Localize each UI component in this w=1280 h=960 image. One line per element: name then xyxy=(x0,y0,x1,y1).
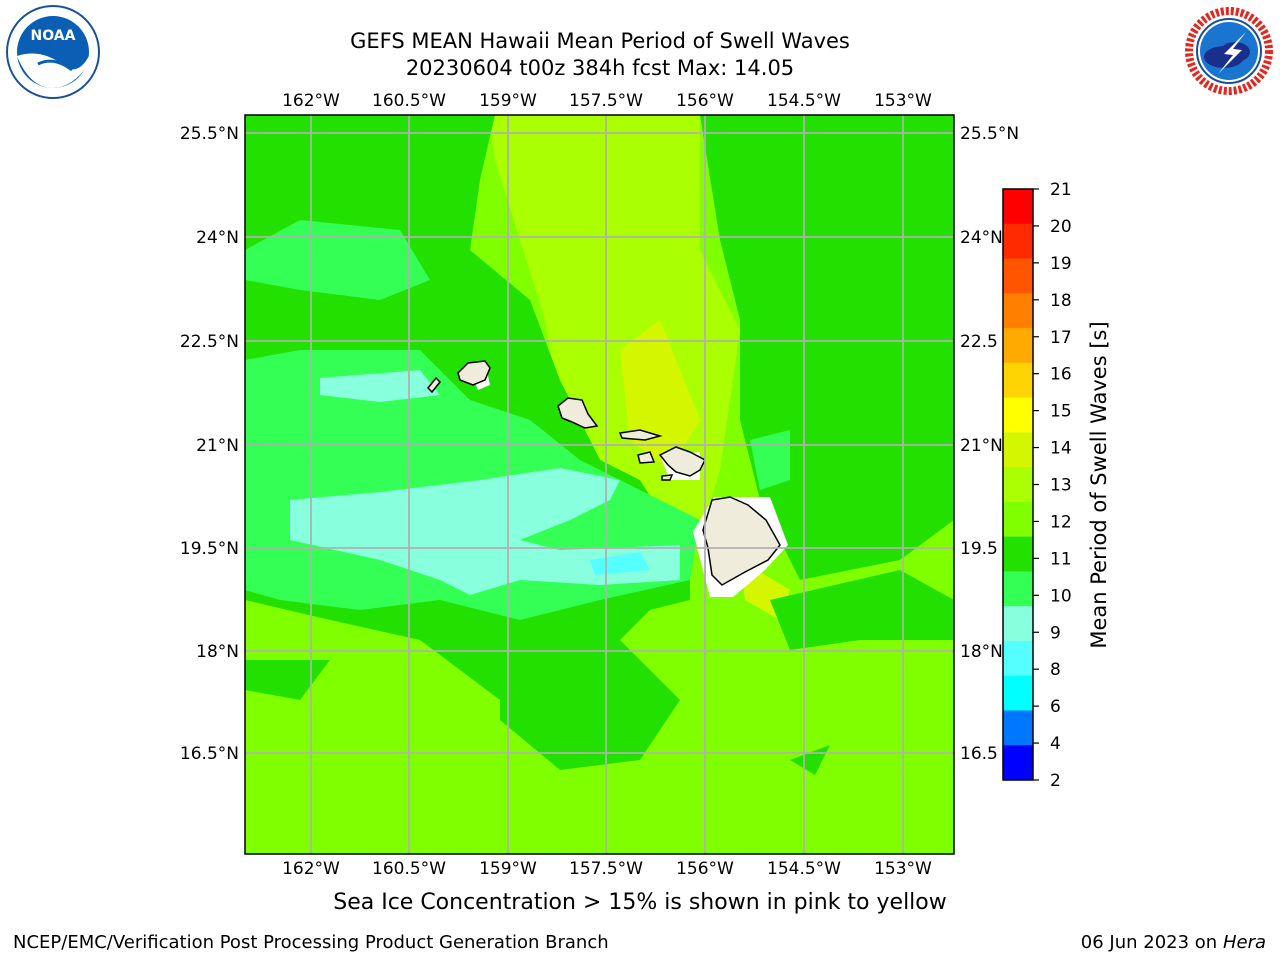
lon-label: 154.5°W xyxy=(767,859,841,879)
lon-labels-bottom: 162°W 160.5°W 159°W 157.5°W 156°W 154.5°… xyxy=(282,859,932,879)
colorbar-tick-label: 13 xyxy=(1050,476,1072,496)
colorbar-tick-label: 6 xyxy=(1050,697,1061,717)
colorbar-segment xyxy=(1003,536,1033,572)
colorbar-tick-label: 19 xyxy=(1050,254,1072,274)
colorbar-segment xyxy=(1003,606,1033,642)
colorbar-segment xyxy=(1003,467,1033,503)
nws-logo xyxy=(1183,5,1275,97)
colorbar-tick-label: 14 xyxy=(1050,439,1072,459)
colorbar-segment xyxy=(1003,710,1033,746)
colorbar-segment xyxy=(1003,293,1033,329)
lat-label: 18°N xyxy=(196,642,239,662)
lat-label: 16.5°N xyxy=(180,744,239,764)
lon-label: 157.5°W xyxy=(569,859,643,879)
sea-ice-note: Sea Ice Concentration > 15% is shown in … xyxy=(333,890,947,915)
colorbar-segment xyxy=(1003,223,1033,260)
lat-label: 19.5°N xyxy=(180,539,239,559)
colorbar-segment xyxy=(1003,745,1033,781)
colorbar-segment xyxy=(1003,397,1033,433)
map-frame xyxy=(244,114,955,855)
colorbar-tick-label: 8 xyxy=(1050,660,1061,680)
lat-label: 21°N xyxy=(196,436,239,456)
lon-label: 159°W xyxy=(479,91,537,111)
branch-credit: NCEP/EMC/Verification Post Processing Pr… xyxy=(13,932,609,953)
kauai-island xyxy=(457,360,491,386)
lon-label: 157.5°W xyxy=(569,91,643,111)
lat-label: 22.5 xyxy=(960,332,998,352)
colorbar-segment xyxy=(1003,328,1033,364)
lon-labels-top: 162°W 160.5°W 159°W 157.5°W 156°W 154.5°… xyxy=(282,91,932,111)
lat-label: 18°N xyxy=(960,642,1003,662)
molokai-island xyxy=(618,429,663,441)
colorbar-tick-label: 21 xyxy=(1050,180,1072,200)
colorbar-tick-label: 20 xyxy=(1050,217,1072,237)
graticule xyxy=(245,115,954,854)
colorbar-tick-label: 16 xyxy=(1050,365,1072,385)
lon-label: 160.5°W xyxy=(372,91,446,111)
run-date-text: 06 Jun 2023 on xyxy=(1080,932,1218,953)
lat-labels-right: 25.5°N 24°N 22.5 21°N 19.5 18°N 16.5 xyxy=(960,124,1019,764)
svg-text:NOAA: NOAA xyxy=(31,28,76,44)
host-name: Hera xyxy=(1222,932,1266,953)
lon-label: 160.5°W xyxy=(372,859,446,879)
lat-label: 24°N xyxy=(196,228,239,248)
big-island xyxy=(702,496,781,586)
lon-label: 162°W xyxy=(282,859,340,879)
lon-label: 159°W xyxy=(479,859,537,879)
oahu-island xyxy=(557,397,599,429)
lat-label: 24°N xyxy=(960,228,1003,248)
hawaiian-islands xyxy=(426,360,781,586)
map-title: GEFS MEAN Hawaii Mean Period of Swell Wa… xyxy=(350,29,850,53)
lon-label: 156°W xyxy=(676,859,734,879)
lat-labels-left: 25.5°N 24°N 22.5°N 21°N 19.5°N 18°N 16.5… xyxy=(180,124,239,764)
lat-label: 21°N xyxy=(960,436,1003,456)
map-subtitle: 20230604 t00z 384h fcst Max: 14.05 xyxy=(405,56,795,80)
colorbar-tick-label: 15 xyxy=(1050,402,1072,422)
niihau-island xyxy=(426,376,442,394)
colorbar-segment xyxy=(1003,501,1033,538)
colorbar-segment xyxy=(1003,432,1033,468)
colorbar-segment xyxy=(1003,362,1033,399)
lanai-island xyxy=(637,451,656,464)
colorbar-tick-label: 12 xyxy=(1050,512,1072,532)
lon-label: 156°W xyxy=(676,91,734,111)
colorbar-tick-label: 11 xyxy=(1050,549,1072,569)
colorbar-tick-label: 2 xyxy=(1050,771,1061,791)
colorbar-tick-label: 4 xyxy=(1050,734,1061,754)
colorbar-segment xyxy=(1003,258,1033,294)
swell-period-field xyxy=(245,115,954,854)
lat-label: 25.5°N xyxy=(180,124,239,144)
lat-label: 22.5°N xyxy=(180,332,239,352)
colorbar-tick-label: 9 xyxy=(1050,623,1061,643)
colorbar-segment xyxy=(1003,571,1033,607)
lon-label: 162°W xyxy=(282,91,340,111)
run-date: 06 Jun 2023 on Hera xyxy=(1081,932,1266,953)
colorbar: 21 20 19 18 17 16 15 14 13 12 11 10 9 8 6 4 2 xyxy=(1002,180,1072,791)
lon-label: 154.5°W xyxy=(767,91,841,111)
lon-label: 153°W xyxy=(874,91,932,111)
colorbar-segment xyxy=(1003,640,1033,677)
colorbar-label: Mean Period of Swell Waves [s] xyxy=(1087,321,1111,648)
lat-label: 25.5°N xyxy=(960,124,1019,144)
colorbar-segment xyxy=(1003,675,1033,711)
lat-label: 19.5 xyxy=(960,539,998,559)
colorbar-segment xyxy=(1003,189,1033,225)
colorbar-tick-label: 10 xyxy=(1050,586,1072,606)
noaa-logo: NOAA xyxy=(6,5,100,99)
colorbar-tick-label: 18 xyxy=(1050,291,1072,311)
maui-island xyxy=(658,446,706,477)
lat-label: 16.5 xyxy=(960,744,998,764)
colorbar-tick-label: 17 xyxy=(1050,328,1072,348)
kahoolawe-island xyxy=(661,474,674,481)
lon-label: 153°W xyxy=(874,859,932,879)
